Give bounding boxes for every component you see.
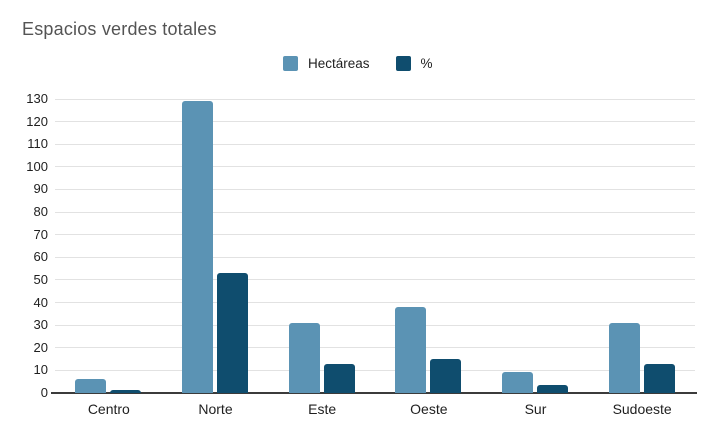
legend-label: % bbox=[420, 56, 433, 71]
y-tick-label: 110 bbox=[27, 136, 48, 152]
y-tick-label: 70 bbox=[33, 226, 48, 242]
x-tick-label: Norte bbox=[198, 401, 233, 417]
bar-sur-hectareas[interactable] bbox=[502, 371, 533, 393]
x-tick-label: Este bbox=[308, 401, 337, 417]
gridline bbox=[55, 166, 695, 168]
gridline bbox=[55, 143, 695, 145]
bar-este-hectareas[interactable] bbox=[288, 322, 320, 393]
gridline bbox=[55, 347, 695, 349]
bar-sur-pct[interactable] bbox=[537, 385, 568, 393]
bar-oeste-pct[interactable] bbox=[430, 359, 462, 393]
y-tick-label: 50 bbox=[33, 271, 48, 287]
y-tick-label: 100 bbox=[26, 158, 48, 174]
gridline bbox=[55, 324, 695, 326]
y-tick-label: 0 bbox=[40, 385, 48, 400]
bar-sudoeste-hectareas[interactable] bbox=[608, 322, 640, 393]
y-tick-label: 80 bbox=[33, 204, 48, 220]
x-axis-line bbox=[51, 392, 697, 394]
bar-centro-hectareas[interactable] bbox=[75, 379, 107, 393]
gridline bbox=[55, 98, 695, 100]
legend-label: Hectáreas bbox=[308, 56, 370, 71]
y-tick-label: 10 bbox=[33, 362, 48, 378]
gridline bbox=[55, 302, 695, 304]
y-tick-label: 20 bbox=[33, 339, 48, 355]
y-tick-label: 120 bbox=[26, 113, 48, 129]
y-tick-label: 30 bbox=[33, 317, 48, 333]
gridline bbox=[55, 121, 695, 123]
legend: Hectáreas% bbox=[283, 56, 433, 71]
plot-area bbox=[51, 98, 697, 394]
legend-item: % bbox=[395, 56, 433, 71]
gridline bbox=[55, 211, 695, 213]
gridline bbox=[55, 369, 695, 371]
x-tick-label: Oeste bbox=[410, 401, 448, 417]
bar-sudoeste-pct[interactable] bbox=[643, 363, 675, 393]
y-tick-label: 90 bbox=[33, 181, 48, 197]
gridline bbox=[55, 279, 695, 281]
legend-swatch bbox=[283, 56, 298, 71]
legend-item: Hectáreas bbox=[283, 56, 370, 71]
bar-norte-pct[interactable] bbox=[217, 273, 248, 393]
y-tick-label: 60 bbox=[33, 249, 48, 265]
bar-oeste-hectareas[interactable] bbox=[395, 307, 427, 393]
gridline bbox=[55, 256, 695, 258]
x-tick-label: Sudoeste bbox=[612, 401, 672, 417]
gridline bbox=[55, 188, 695, 190]
legend-swatch bbox=[395, 56, 411, 71]
bar-centro-pct[interactable] bbox=[110, 389, 142, 393]
chart-title: Espacios verdes totales bbox=[22, 19, 217, 39]
y-tick-label: 40 bbox=[33, 294, 48, 310]
y-tick-label: 130 bbox=[26, 91, 48, 106]
x-tick-label: Sur bbox=[524, 401, 547, 417]
gridline bbox=[55, 234, 695, 236]
bar-este-pct[interactable] bbox=[323, 363, 355, 393]
x-tick-label: Centro bbox=[87, 401, 130, 417]
bar-norte-hectareas[interactable] bbox=[182, 101, 213, 393]
